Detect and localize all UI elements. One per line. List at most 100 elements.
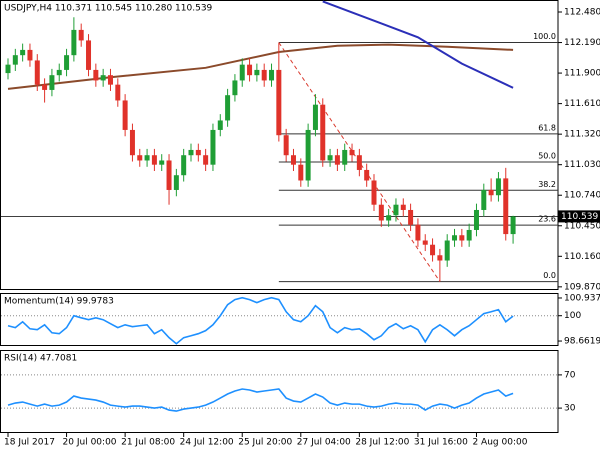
candle-body (422, 240, 428, 245)
candle-body (276, 69, 282, 136)
candle-body (217, 120, 223, 130)
candle-body (225, 95, 231, 121)
candle-body (444, 240, 450, 261)
fib-label: 61.8 (538, 123, 556, 132)
indicator-line (7, 296, 514, 345)
candle-body (364, 169, 370, 181)
panel-title: Momentum(14) 99.9783 (4, 297, 114, 307)
y-tick-label: 112.480 (564, 8, 600, 18)
plot-area: 100.0 61.8 50.0 38.2 23.6 0.0 (0, 0, 558, 283)
candle-body (195, 149, 201, 156)
candle-body (356, 155, 362, 170)
candle-body (378, 204, 384, 221)
candle-body (56, 69, 62, 76)
candle-body (488, 189, 494, 196)
candle-body (181, 155, 187, 176)
candle-body (393, 204, 399, 216)
candle-body (495, 178, 501, 196)
panel-border (0, 293, 559, 346)
y-tick-label: 112.190 (564, 38, 600, 48)
candle-body (269, 69, 275, 81)
x-tick-label: 24 Jul 12:00 (180, 438, 234, 448)
candle-body (283, 135, 289, 156)
candle-body (510, 216, 516, 235)
y-tick-label: 110.740 (564, 191, 600, 201)
candle-body (159, 160, 165, 165)
x-tick-label: 28 Jul 12:00 (355, 438, 409, 448)
y-tick-label: 111.610 (564, 99, 600, 109)
y-tick-label: 70 (564, 370, 576, 380)
panel-border (0, 0, 559, 290)
last-price-box (558, 210, 600, 223)
x-tick-label: 2 Aug 00:00 (472, 438, 527, 448)
panel-title: RSI(14) 47.7081 (4, 354, 77, 364)
candle-body (27, 49, 33, 61)
candle-body (34, 60, 40, 85)
candle-body (254, 69, 260, 76)
candle-body (408, 209, 414, 225)
candle-body (203, 155, 209, 165)
y-tick-label: 98.6619 (564, 337, 600, 347)
candle-body (151, 155, 157, 165)
candle-body (71, 29, 77, 56)
candle-body (327, 155, 333, 161)
fib-label: 23.6 (538, 215, 556, 224)
candle-body (12, 55, 18, 65)
fib-label: 0.0 (543, 271, 556, 280)
candle-body (334, 155, 340, 165)
y-tick-label: 110.160 (564, 252, 600, 262)
panel-title: USDJPY,H4 110.371 110.545 110.280 110.53… (4, 4, 213, 14)
candle-body (64, 55, 70, 70)
candle-body (473, 209, 479, 230)
candle-body (437, 255, 443, 261)
candle-body (42, 84, 48, 90)
candle-body (122, 100, 128, 130)
candle-body (93, 69, 99, 81)
candle-body (78, 29, 84, 41)
y-tick-label: 111.320 (564, 130, 600, 140)
candle-body (144, 155, 150, 161)
candle-body (107, 75, 113, 85)
y-tick-label: 30 (564, 404, 576, 414)
candle-body (342, 149, 348, 165)
last-price-label: 110.539 (561, 212, 598, 222)
candle-body (166, 160, 172, 190)
candle-body (86, 40, 92, 70)
candle-body (232, 80, 238, 96)
candle-body (298, 164, 304, 181)
y-tick-label: 100 (564, 311, 581, 321)
candle-body (503, 178, 509, 235)
candle-body (129, 129, 135, 156)
fib-label: 100.0 (533, 32, 556, 41)
candle-body (5, 64, 11, 74)
candle-body (312, 104, 318, 130)
y-tick-label: 109.870 (564, 282, 600, 292)
candle-body (239, 64, 245, 81)
candle-body (466, 229, 472, 241)
candle-body (115, 84, 121, 101)
candle-body (100, 75, 106, 81)
fib-trendline (278, 42, 441, 282)
x-tick-label: 20 Jul 00:00 (63, 438, 117, 448)
candle-body (210, 129, 216, 165)
indicator-line (7, 388, 514, 412)
candle-body (430, 244, 436, 256)
moving-average (7, 43, 514, 90)
x-tick-label: 21 Jul 08:00 (121, 438, 175, 448)
candle-body (290, 155, 296, 165)
x-tick-label: 27 Jul 04:00 (297, 438, 351, 448)
candle-body (20, 49, 26, 56)
candle-body (452, 235, 458, 241)
x-tick-label: 18 Jul 2017 (4, 438, 55, 448)
candle-body (137, 155, 143, 161)
candle-body (459, 235, 465, 241)
x-tick-label: 25 Jul 20:00 (238, 438, 292, 448)
candle-body (261, 69, 267, 81)
candle-body (371, 180, 377, 205)
candle-body (481, 189, 487, 210)
y-tick-label: 111.900 (564, 69, 600, 79)
x-tick-label: 31 Jul 16:00 (414, 438, 468, 448)
candle-body (305, 129, 311, 181)
candle-body (188, 149, 194, 156)
